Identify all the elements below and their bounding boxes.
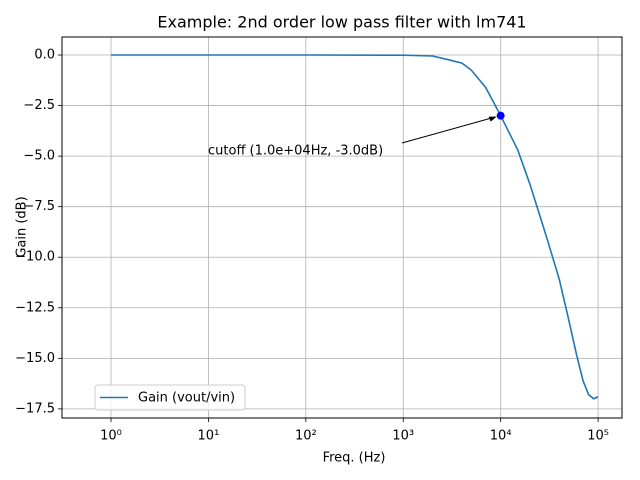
x-tick-label: 10⁰ — [100, 429, 122, 444]
annotation-arrow — [401, 116, 495, 144]
y-tick-label: −5.0 — [23, 149, 55, 164]
plot-frame — [61, 36, 623, 419]
x-axis-label: Freq. (Hz) — [323, 451, 386, 466]
y-axis-label: Gain (dB) — [15, 196, 30, 257]
x-tick-label: 10¹ — [198, 429, 220, 444]
y-tick-label: −12.5 — [15, 300, 55, 315]
legend-label: Gain (vout/vin) — [138, 391, 235, 406]
y-tick-label: −15.0 — [15, 351, 55, 366]
annotation-marker — [496, 111, 505, 120]
y-tick-label: 0.0 — [34, 47, 55, 62]
y-tick-label: −7.5 — [23, 199, 55, 214]
annotation-text: cutoff (1.0e+04Hz, -3.0dB) — [208, 144, 383, 159]
x-tick-label: 10⁴ — [490, 429, 512, 444]
x-tick-label: 10³ — [392, 429, 414, 444]
x-tick-label: 10² — [295, 429, 317, 444]
y-tick-label: −10.0 — [15, 250, 55, 265]
data-line — [111, 54, 599, 400]
y-tick-label: −2.5 — [23, 98, 55, 113]
x-tick-label: 10⁵ — [587, 429, 609, 444]
legend-box — [94, 384, 246, 411]
y-tick-label: −17.5 — [15, 401, 55, 416]
arrow-head — [488, 116, 497, 122]
chart-title: Example: 2nd order low pass filter with … — [157, 13, 526, 32]
